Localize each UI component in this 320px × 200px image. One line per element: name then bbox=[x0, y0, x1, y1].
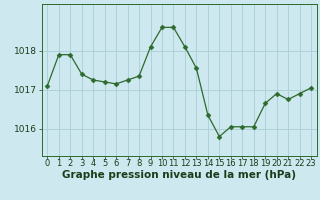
X-axis label: Graphe pression niveau de la mer (hPa): Graphe pression niveau de la mer (hPa) bbox=[62, 170, 296, 180]
